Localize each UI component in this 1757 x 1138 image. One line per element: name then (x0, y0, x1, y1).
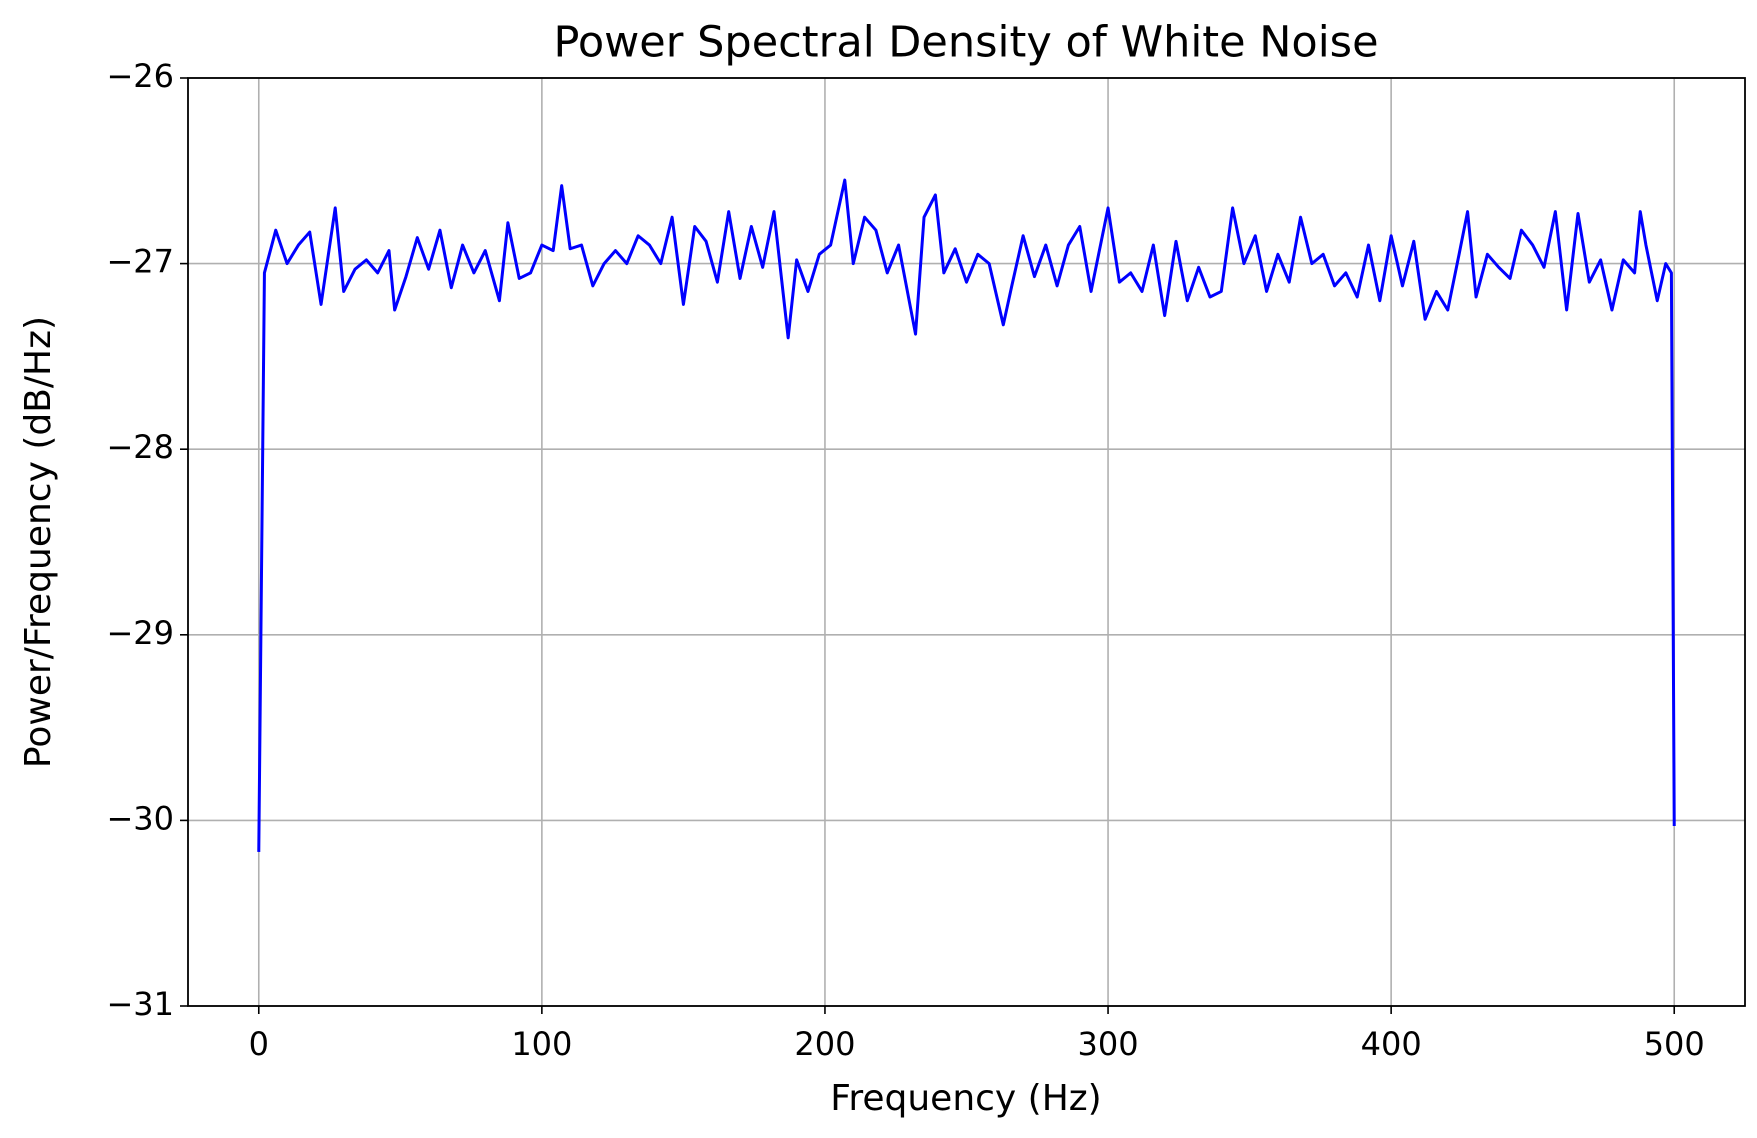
x-tick-label: 400 (1361, 1025, 1422, 1063)
x-tick-label: 100 (511, 1025, 572, 1063)
y-tick-label: −28 (106, 428, 174, 466)
y-tick-label: −30 (106, 799, 174, 837)
y-tick-label: −27 (106, 243, 174, 281)
y-tick-label: −26 (106, 57, 174, 95)
plot-frame (187, 77, 1746, 1007)
chart-title: Power Spectral Density of White Noise (553, 18, 1378, 68)
x-tick-label: 300 (1078, 1025, 1139, 1063)
data-line (257, 178, 1676, 852)
x-tick-label: 0 (249, 1025, 269, 1063)
y-axis-label: Power/Frequency (dB/Hz) (18, 316, 59, 768)
y-tick-label: −31 (106, 985, 174, 1023)
x-tick-label: 200 (794, 1025, 855, 1063)
x-axis-label: Frequency (Hz) (830, 1078, 1101, 1119)
y-tick-label: −29 (106, 614, 174, 652)
x-tick-label: 500 (1644, 1025, 1705, 1063)
